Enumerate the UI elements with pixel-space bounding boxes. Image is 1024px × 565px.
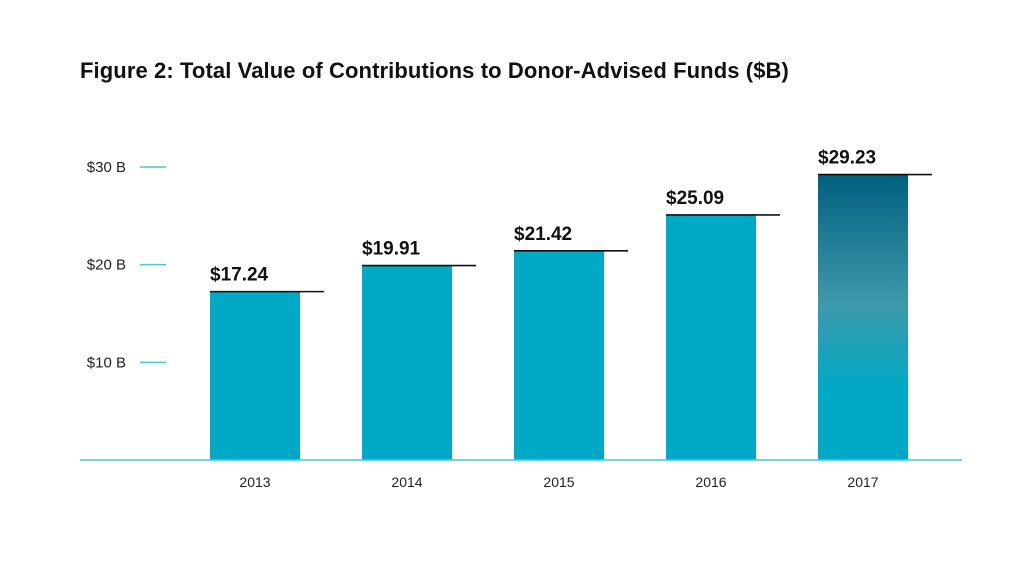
bar-2017	[818, 174, 908, 461]
chart-title: Figure 2: Total Value of Contributions t…	[80, 58, 789, 83]
value-label-2016: $25.09	[666, 188, 724, 209]
bar-2015	[514, 250, 604, 460]
x-tick-label-2014: 2014	[391, 474, 422, 490]
value-label-2017: $29.23	[818, 148, 876, 169]
y-tick-label: $30 B	[87, 159, 126, 176]
bar-2013	[210, 291, 300, 460]
y-tick-label: $20 B	[87, 257, 126, 274]
x-tick-label-2017: 2017	[847, 474, 878, 490]
bar-2016	[666, 214, 756, 460]
x-axis: 2013 2014 2015 2016 2017	[80, 459, 962, 490]
value-label-2013: $17.24	[210, 265, 269, 286]
x-tick-label-2016: 2016	[695, 474, 726, 490]
value-labels: $17.24 $19.91 $21.42 $25.09 $29.23	[210, 148, 932, 293]
bar-2014	[362, 265, 452, 460]
bars	[210, 174, 908, 461]
y-axis: $10 B $20 B $30 B	[87, 159, 166, 371]
x-tick-label-2013: 2013	[239, 474, 270, 490]
x-tick-label-2015: 2015	[543, 474, 574, 490]
value-label-2015: $21.42	[514, 224, 572, 245]
y-tick-label: $10 B	[87, 354, 126, 371]
value-label-2014: $19.91	[362, 239, 421, 260]
